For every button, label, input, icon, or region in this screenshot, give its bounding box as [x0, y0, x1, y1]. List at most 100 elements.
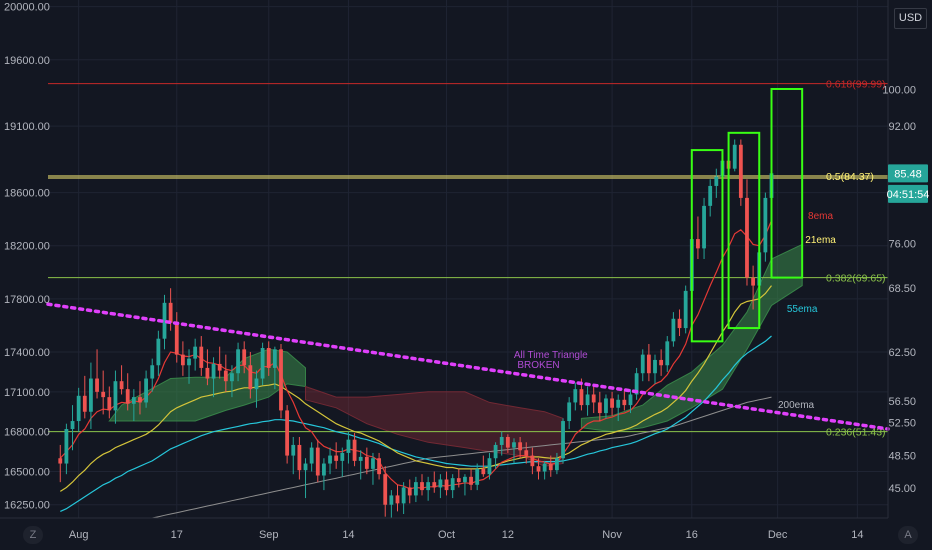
right-axis-badge	[888, 184, 928, 203]
candle-body	[119, 381, 124, 390]
left-price-axis[interactable]: 20000.00 19600.00 19100.00 18600.00 18200.00…	[4, 2, 50, 512]
candle-body	[352, 439, 357, 461]
left-axis-tick-label: 20000.00	[4, 2, 50, 14]
candle-body	[634, 373, 639, 395]
fib-label: 0.382(69.65)	[826, 273, 886, 285]
time-axis-tick-label: 17	[171, 529, 183, 541]
candle-body	[640, 354, 645, 374]
right-axis-tick-label: 56.50	[888, 396, 916, 408]
time-axis[interactable]: Aug 17 Sep 14 Oct 12 Nov 16 Dec 14	[0, 517, 932, 550]
highlight-boxes	[690, 87, 804, 343]
time-axis-tick-label: 16	[686, 529, 698, 541]
candle-body	[297, 444, 302, 471]
left-axis-tick-label: 17800.00	[4, 294, 50, 306]
right-oscillator-axis[interactable]: 1100.0092.0076.0068.5062.5056.5052.5048.…	[882, 0, 929, 518]
candle-body	[248, 365, 253, 390]
candle-body	[303, 463, 308, 471]
candle-body	[646, 354, 651, 374]
time-axis-tick-label: Dec	[768, 529, 788, 541]
candle-body	[493, 444, 498, 459]
time-axis-tick-label: Oct	[438, 529, 455, 541]
candle-body	[763, 197, 768, 253]
candle-body	[622, 399, 627, 406]
time-axis-background	[0, 518, 932, 550]
candle-body	[107, 397, 112, 411]
candle-body	[89, 378, 93, 412]
left-axis-tick-label: 17400.00	[4, 347, 50, 359]
candle-body	[156, 338, 161, 366]
right-axis-tick-label: 100.00	[882, 85, 916, 97]
right-axis-badge-label: 04:51:54	[887, 189, 930, 201]
candle-body	[168, 302, 173, 323]
candle-body	[113, 381, 118, 411]
candle-body	[279, 349, 283, 411]
candle-body	[211, 363, 216, 379]
candle-body	[714, 176, 719, 186]
candle-body	[223, 370, 228, 382]
chart-annotation: 200ema	[778, 400, 815, 411]
candle-body	[677, 318, 682, 329]
candle-body	[389, 495, 394, 505]
candle-body	[217, 363, 222, 371]
candle-body	[738, 144, 743, 198]
candle-body	[438, 479, 443, 488]
candle-body	[242, 349, 247, 366]
candle-body	[732, 144, 737, 169]
candle-body	[536, 466, 541, 472]
candle-body	[444, 479, 449, 491]
candle-body	[144, 378, 149, 403]
candle-body	[475, 468, 480, 485]
candle-body	[58, 458, 63, 464]
candle-body	[76, 395, 81, 422]
currency-label[interactable]: USD	[894, 8, 927, 29]
left-axis-tick-label: 19100.00	[4, 121, 50, 133]
right-axis-tick-label: 92.00	[888, 121, 916, 133]
candle-body	[561, 421, 565, 459]
chart-annotation: 8ema	[808, 211, 833, 222]
left-axis-tick-label: 16250.00	[4, 500, 50, 512]
candle-body	[487, 458, 492, 475]
time-axis-tick-label: Sep	[259, 529, 279, 541]
candle-body	[696, 239, 700, 249]
ema-21-line	[59, 285, 772, 492]
candle-body	[524, 450, 529, 456]
candle-body	[180, 354, 185, 366]
candle-body	[665, 341, 670, 366]
time-axis-tick-label: Aug	[69, 529, 89, 541]
cloud-green-2	[580, 243, 803, 433]
candle-body	[512, 442, 516, 448]
candle-body	[371, 458, 375, 469]
auto-scale-button[interactable]: A	[898, 526, 918, 544]
candle-body	[334, 455, 339, 461]
candle-body	[505, 436, 510, 448]
candle-body	[291, 444, 296, 456]
candle-body	[702, 205, 706, 249]
right-axis-tick-label: 68.50	[888, 283, 916, 295]
candle-body	[64, 429, 69, 464]
candle-body	[420, 482, 424, 491]
candle-body	[548, 463, 553, 471]
zoom-button[interactable]: Z	[23, 526, 43, 544]
candle-body	[683, 290, 688, 329]
candle-body	[285, 410, 290, 456]
candle-body	[597, 402, 602, 414]
candle-body	[377, 458, 381, 475]
candle-body	[530, 455, 535, 467]
candle-body	[585, 394, 590, 406]
candle-body	[395, 495, 400, 504]
candle-body	[745, 197, 749, 278]
time-axis-tick-label: 14	[342, 529, 354, 541]
candle-body	[101, 391, 106, 398]
candle-body	[604, 398, 608, 414]
candle-body	[401, 487, 406, 504]
candle-body	[236, 349, 240, 374]
chart-annotation: 55ema	[787, 304, 818, 315]
candle-body	[579, 389, 584, 406]
right-axis-tick-label: 52.50	[888, 417, 916, 429]
candle-body	[450, 478, 455, 491]
candle-body	[432, 482, 437, 488]
candle-body	[518, 442, 523, 451]
fib-label: 0.618(99.99)	[826, 79, 886, 91]
